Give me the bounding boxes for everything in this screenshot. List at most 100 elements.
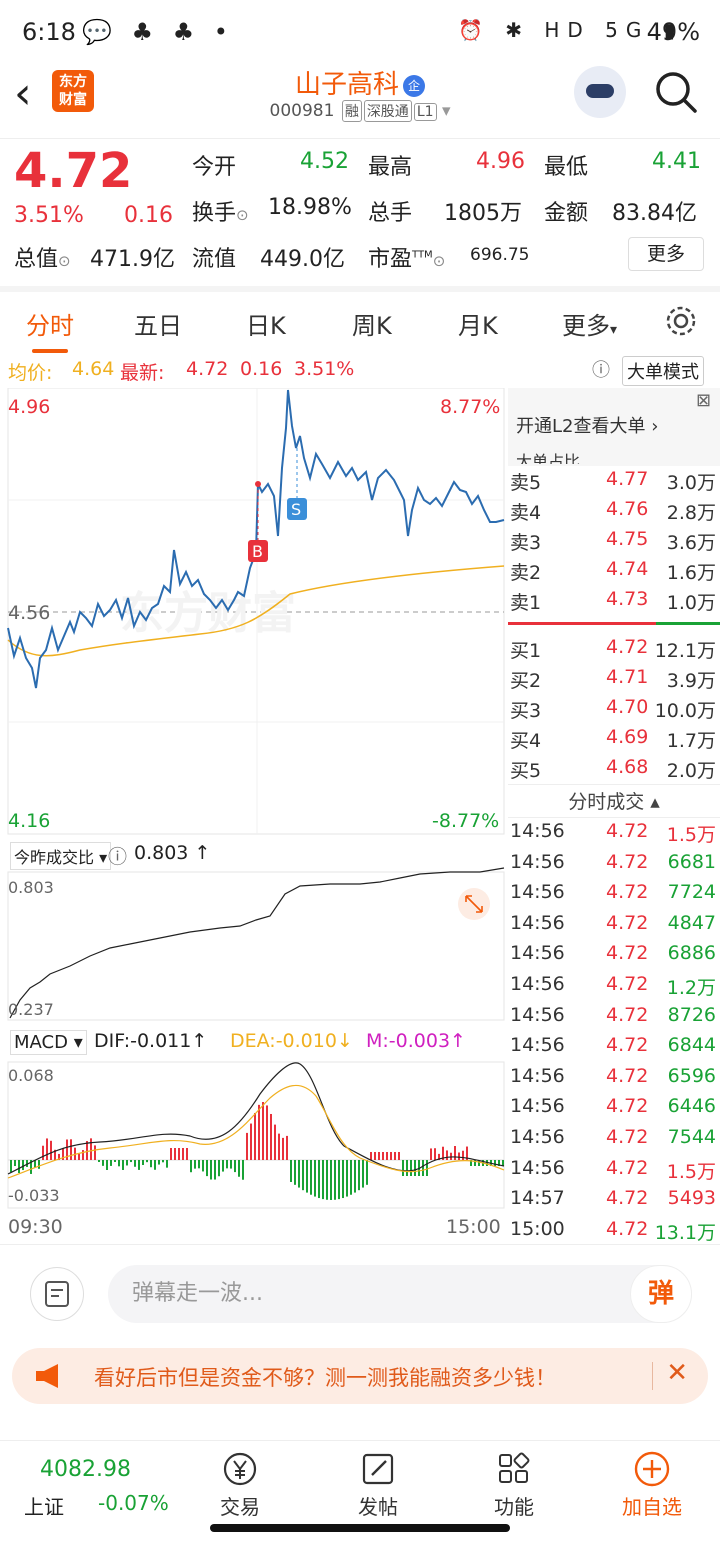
bid-row: 买4 4.69 1.7万 bbox=[508, 726, 720, 756]
nav-trade[interactable]: 交易 bbox=[180, 1441, 300, 1520]
danmu-send-button[interactable]: 弹 bbox=[630, 1265, 692, 1323]
macd-bar bbox=[38, 1160, 40, 1169]
tab-monthly-k[interactable]: 月K bbox=[458, 312, 498, 340]
trades-title[interactable]: 分时成交 ▴ bbox=[508, 784, 720, 818]
quote-panel: 4.72 3.51% 0.16 今开 4.52 最高 4.96 最低 4.41 … bbox=[0, 138, 720, 286]
trade-time: 14:56 bbox=[510, 973, 565, 995]
nav-add-watchlist[interactable]: 加自选 bbox=[592, 1441, 712, 1520]
index-value[interactable]: 4082.98 bbox=[40, 1457, 131, 1482]
macd-bar bbox=[358, 1160, 360, 1191]
tab-five-day[interactable]: 五日 bbox=[134, 312, 182, 340]
trade-volume: 6844 bbox=[667, 1034, 716, 1057]
macd-bar bbox=[294, 1160, 296, 1185]
ask-volume: 1.0万 bbox=[666, 592, 716, 614]
tab-weekly-k[interactable]: 周K bbox=[352, 312, 392, 340]
stock-subtitle[interactable]: 000981 融深股通 L1 ▾ bbox=[250, 100, 470, 122]
trade-time: 14:56 bbox=[510, 1064, 565, 1087]
ratio-selector[interactable]: 今昨成交比 ▾ bbox=[10, 842, 112, 870]
tab-daily-k[interactable]: 日K bbox=[246, 312, 286, 340]
trade-price: 4.72 bbox=[606, 1003, 649, 1026]
macd-bar bbox=[462, 1150, 464, 1160]
amount-value: 83.84亿 bbox=[612, 201, 697, 226]
macd-bar bbox=[170, 1148, 172, 1160]
index-name[interactable]: 上证 bbox=[24, 1495, 64, 1519]
macd-bar bbox=[18, 1160, 20, 1174]
home-indicator[interactable] bbox=[210, 1524, 510, 1532]
more-button[interactable]: 更多 bbox=[628, 237, 704, 271]
bid-row: 买2 4.71 3.9万 bbox=[508, 666, 720, 696]
close-icon[interactable]: ✕ bbox=[666, 1358, 688, 1388]
chart-tabs: 分时 五日 日K 周K 月K 更多▾ bbox=[0, 286, 720, 353]
settings-icon[interactable] bbox=[664, 304, 698, 338]
system-icons: ⏰ ✱ HD 5G ▮ bbox=[458, 18, 683, 42]
turnover-label: 换手⊙ bbox=[192, 201, 249, 226]
danmu-input[interactable]: 弹幕走一波... 弹 bbox=[108, 1265, 692, 1323]
latest-label: 最新: bbox=[120, 362, 165, 384]
ask-row: 卖3 4.75 3.6万 bbox=[508, 528, 720, 558]
l2-banner[interactable] bbox=[508, 388, 720, 466]
price-bottom-label: 4.16 bbox=[8, 810, 51, 832]
trade-price: 4.72 bbox=[606, 1034, 649, 1057]
macd-bar bbox=[82, 1150, 84, 1160]
bid-bar bbox=[656, 622, 720, 625]
tab-intraday[interactable]: 分时 bbox=[26, 306, 74, 353]
macd-bar bbox=[466, 1146, 468, 1160]
macd-bar bbox=[94, 1145, 96, 1160]
macd-bar bbox=[62, 1147, 64, 1160]
macd-bar bbox=[494, 1160, 496, 1166]
trade-time: 14:56 bbox=[510, 1095, 565, 1118]
avg-label: 均价: bbox=[8, 362, 53, 384]
mktcap-value: 471.9亿 bbox=[90, 247, 175, 272]
danmu-list-icon[interactable] bbox=[30, 1267, 84, 1321]
turnover-value: 18.98% bbox=[268, 195, 352, 220]
trade-volume: 8726 bbox=[667, 1003, 716, 1026]
search-icon[interactable] bbox=[654, 70, 698, 114]
close-l2-icon[interactable]: ⊠ bbox=[696, 390, 712, 411]
macd-bar bbox=[378, 1152, 380, 1160]
macd-bar bbox=[350, 1160, 352, 1195]
ask-bar bbox=[508, 622, 656, 625]
big-order-mode-button[interactable]: 大单模式 bbox=[622, 356, 704, 386]
trade-row: 14:56 4.72 1.5万 bbox=[508, 1157, 720, 1187]
macd-bar bbox=[102, 1160, 104, 1166]
back-icon[interactable]: ‹ bbox=[14, 68, 32, 119]
ask-volume: 3.0万 bbox=[666, 472, 716, 494]
logo-text-1: 东方 bbox=[59, 74, 87, 90]
macd-bar bbox=[402, 1160, 404, 1176]
robot-avatar[interactable] bbox=[574, 66, 626, 118]
tab-more[interactable]: 更多▾ bbox=[562, 312, 618, 340]
app-logo[interactable]: 东方 财富 bbox=[52, 70, 94, 112]
macd-bar bbox=[502, 1160, 504, 1166]
promo-banner[interactable]: 看好后市但是资金不够？测一测我能融资多少钱！ ✕ bbox=[12, 1348, 708, 1404]
trade-volume: 6886 bbox=[667, 942, 716, 965]
stock-name: 山子高科 bbox=[294, 70, 399, 100]
pct-top-label: 8.77% bbox=[440, 396, 501, 418]
change-amount: 0.16 bbox=[124, 203, 173, 228]
macd-bar bbox=[282, 1137, 284, 1160]
macd-bar bbox=[362, 1160, 364, 1188]
ask-price: 4.74 bbox=[606, 558, 649, 580]
nav-post[interactable]: 发帖 bbox=[318, 1441, 438, 1520]
float-value: 449.0亿 bbox=[260, 247, 345, 272]
bid-level: 买5 bbox=[510, 760, 542, 782]
macd-bar bbox=[302, 1160, 304, 1191]
macd-bar bbox=[98, 1160, 100, 1163]
ratio-help-icon[interactable]: ⓘ bbox=[108, 846, 128, 868]
high-value: 4.96 bbox=[476, 149, 525, 174]
latest-pct: 3.51% bbox=[294, 358, 355, 380]
nav-functions[interactable]: 功能 bbox=[454, 1441, 574, 1520]
macd-bar bbox=[186, 1148, 188, 1160]
index-change[interactable]: -0.07% bbox=[98, 1491, 169, 1515]
macd-selector[interactable]: MACD ▾ bbox=[10, 1030, 87, 1055]
help-icon[interactable]: ⓘ bbox=[592, 360, 610, 381]
macd-bar bbox=[458, 1152, 460, 1160]
macd-bar bbox=[246, 1132, 248, 1160]
l2-link[interactable]: 开通L2查看大单 › bbox=[516, 416, 659, 437]
macd-bar bbox=[374, 1152, 376, 1160]
stock-title[interactable]: 山子高科企 bbox=[250, 64, 470, 101]
ask-row: 卖2 4.74 1.6万 bbox=[508, 558, 720, 588]
intraday-chart[interactable]: 东方财富 B S 4.96 8.77% 4.56 4.16 -8.77% 今昨成… bbox=[0, 388, 506, 1244]
macd-bar bbox=[174, 1148, 176, 1160]
macd-bar bbox=[414, 1160, 416, 1176]
bid-level: 买2 bbox=[510, 670, 542, 692]
